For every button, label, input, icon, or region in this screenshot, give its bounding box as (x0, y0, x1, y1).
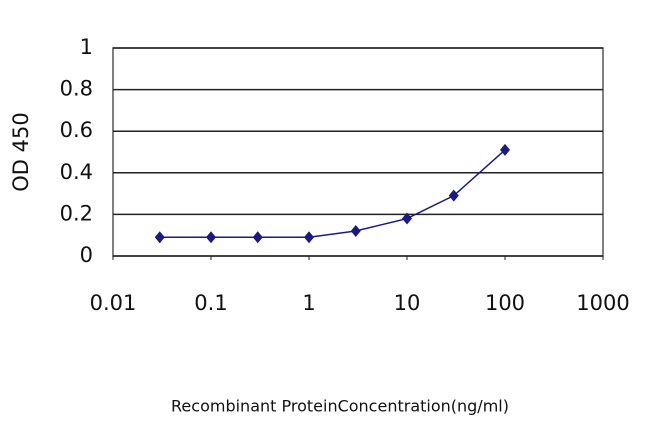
x-tick-label: 0.01 (90, 291, 137, 315)
x-tick-label: 100 (485, 291, 525, 315)
marker (500, 143, 510, 156)
marker (402, 212, 412, 225)
y-tick-label: 0.6 (60, 118, 93, 142)
x-axis-label: Recombinant ProteinConcentration(ng/ml) (171, 397, 509, 416)
x-tick-label: 1000 (576, 291, 629, 315)
marker (350, 225, 361, 238)
x-tick-label: 1 (302, 291, 315, 315)
series-line (159, 149, 506, 239)
marker (448, 189, 459, 202)
y-tick-label: 0.8 (60, 77, 93, 101)
y-axis-label: OD 450 (9, 112, 33, 191)
y-tick-label: 0.2 (60, 201, 93, 225)
marker (252, 231, 263, 244)
y-tick-label: 1 (80, 35, 93, 59)
x-tick-label: 10 (394, 291, 421, 315)
plot-area (112, 47, 604, 257)
y-tick-label: 0.4 (60, 160, 93, 184)
marker (206, 231, 216, 244)
y-tick-label: 0 (80, 243, 93, 267)
marker (154, 231, 165, 244)
marker (304, 231, 314, 244)
x-tick-label: 0.1 (194, 291, 227, 315)
